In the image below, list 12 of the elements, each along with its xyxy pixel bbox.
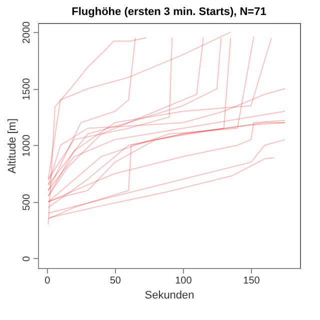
x-tick-label: 100 [175, 276, 192, 286]
y-tick-label: 0 [22, 256, 32, 262]
y-tick-label: 500 [22, 194, 32, 211]
y-tick-label: 1500 [22, 78, 32, 100]
y-axis-title: Altitude [m] [6, 118, 18, 174]
y-tick-label: 2000 [22, 20, 32, 44]
x-tick-label: 150 [243, 276, 260, 286]
x-tick-label: 0 [44, 276, 51, 286]
chart-title: Flughöhe (ersten 3 min. Starts), N=71 [72, 6, 266, 18]
x-axis-title: Sekunden [144, 290, 194, 302]
x-tick-label: 50 [110, 276, 122, 286]
y-tick-label: 1000 [22, 134, 32, 157]
